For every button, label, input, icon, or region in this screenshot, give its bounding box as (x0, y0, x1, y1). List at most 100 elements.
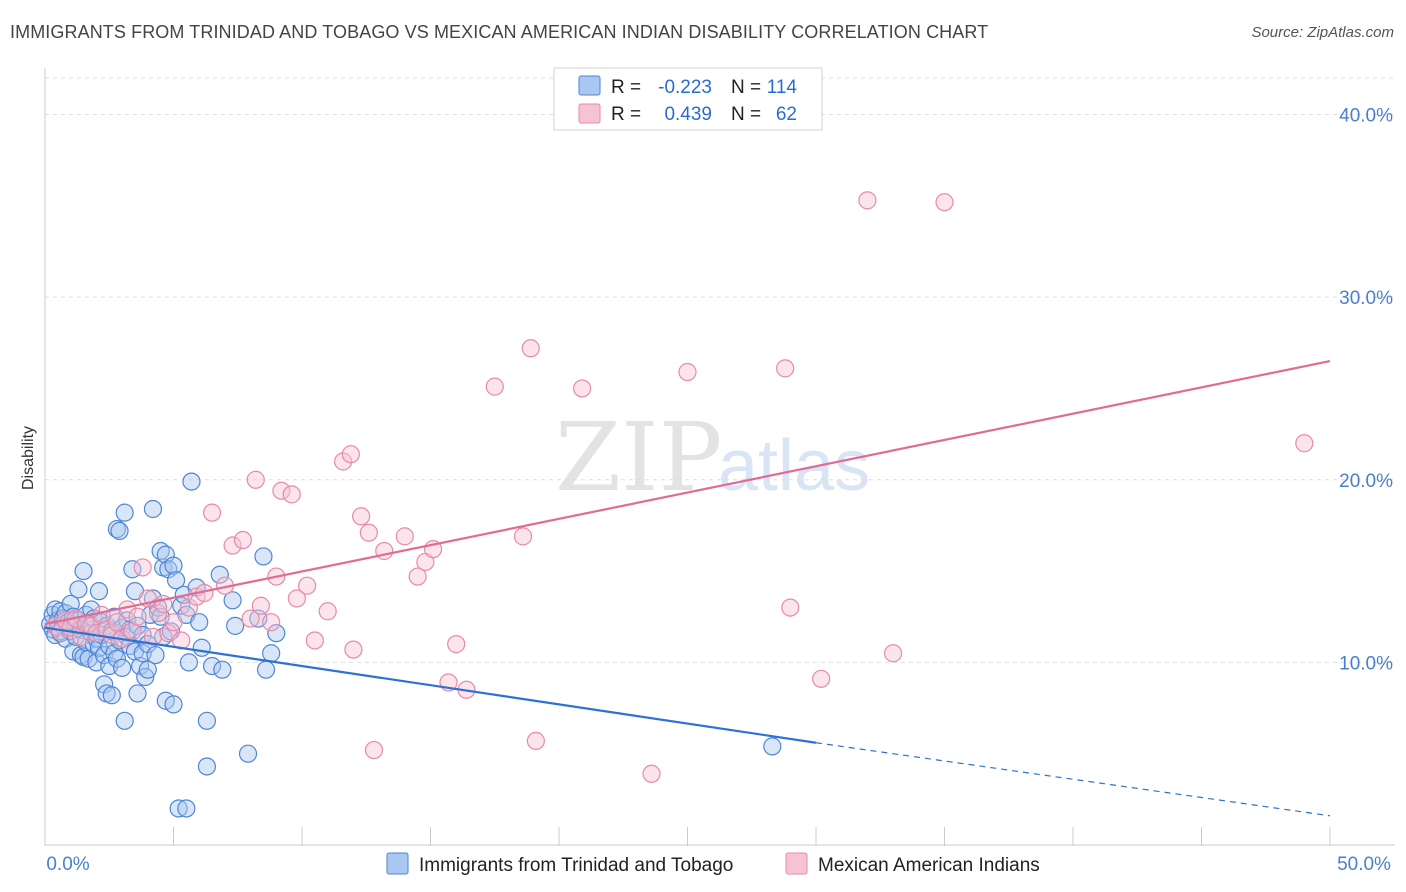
point-trinidad-tobago (110, 521, 129, 540)
point-mexican-american-indian (341, 445, 360, 464)
point-mexican-american-indian (364, 740, 384, 760)
point-trinidad-tobago (202, 656, 222, 676)
source-label: Source: ZipAtlas.com (1251, 24, 1394, 41)
point-trinidad-tobago (190, 613, 209, 632)
point-mexican-american-indian (776, 359, 795, 378)
legend-n-value-2: 62 (776, 104, 797, 125)
point-trinidad-tobago (223, 591, 242, 610)
point-mexican-american-indian (223, 536, 242, 555)
point-mexican-american-indian (107, 613, 127, 632)
point-mexican-american-indian (305, 631, 324, 650)
legend-r-label-1: R = (611, 77, 641, 98)
series-legend-swatch-pink (785, 852, 808, 875)
point-mexican-american-indian (251, 596, 270, 615)
point-trinidad-tobago (74, 561, 93, 581)
x-tick-label: 0.0% (46, 854, 89, 875)
point-trinidad-tobago (112, 658, 132, 677)
series-mexican-american-indian-points (46, 191, 1314, 783)
point-mexican-american-indian (678, 362, 697, 382)
point-trinidad-tobago (192, 638, 211, 657)
point-trinidad-tobago (136, 667, 155, 687)
legend-n-label-2: N = (731, 104, 761, 125)
point-trinidad-tobago (107, 649, 127, 668)
point-trinidad-tobago (238, 744, 258, 763)
point-trinidad-tobago (143, 499, 163, 519)
legend-swatch-pink (578, 103, 601, 124)
point-mexican-american-indian (935, 193, 954, 212)
point-mexican-american-indian (233, 530, 252, 550)
point-mexican-american-indian (781, 598, 800, 617)
series-legend-label-blue: Immigrants from Trinidad and Tobago (419, 855, 733, 876)
point-trinidad-tobago (763, 737, 782, 756)
tick-labels: 10.0% 20.0% 30.0% 40.0% 0.0% 50.0% (46, 106, 1393, 875)
point-mexican-american-indian (1295, 434, 1314, 453)
point-trinidad-tobago (69, 580, 88, 599)
y-tick-label: 30.0% (1339, 288, 1393, 309)
legend-n-label-1: N = (731, 77, 761, 98)
point-mexican-american-indian (408, 567, 427, 586)
series-legend: Immigrants from Trinidad and Tobago Mexi… (386, 852, 1040, 876)
y-axis-label: Disability (20, 426, 37, 490)
point-trinidad-tobago (197, 711, 217, 730)
point-mexican-american-indian (642, 764, 661, 783)
point-mexican-american-indian (262, 613, 281, 632)
point-mexican-american-indian (143, 627, 163, 646)
x-tick-label: 50.0% (1337, 854, 1391, 875)
point-trinidad-tobago (164, 556, 183, 575)
point-mexican-american-indian (287, 589, 306, 608)
point-mexican-american-indian (148, 603, 168, 623)
point-mexican-american-indian (573, 379, 592, 398)
point-trinidad-tobago (107, 519, 127, 539)
point-trinidad-tobago (256, 660, 276, 679)
point-mexican-american-indian (352, 507, 371, 526)
point-mexican-american-indian (858, 191, 877, 210)
stats-legend: R = -0.223 N = 114 R = 0.439 N = 62 (553, 67, 823, 131)
series-legend-label-pink: Mexican American Indians (818, 855, 1040, 876)
point-trinidad-tobago (138, 660, 157, 679)
point-trinidad-tobago (102, 686, 121, 705)
y-tick-label: 40.0% (1339, 106, 1393, 127)
point-mexican-american-indian (246, 470, 265, 489)
point-mexican-american-indian (334, 452, 353, 471)
point-mexican-american-indian (241, 609, 260, 628)
point-trinidad-tobago (128, 616, 147, 635)
watermark-zip: ZIP (555, 403, 722, 513)
axes (44, 68, 1395, 846)
point-trinidad-tobago (210, 565, 229, 584)
legend-n-value-1: 114 (767, 77, 798, 98)
point-mexican-american-indian (883, 644, 903, 663)
point-mexican-american-indian (282, 485, 301, 504)
point-trinidad-tobago (226, 616, 245, 635)
legend-swatch-blue (578, 75, 601, 96)
point-mexican-american-indian (272, 481, 291, 500)
watermark-atlas: atlas (718, 426, 870, 506)
point-trinidad-tobago (197, 757, 217, 776)
point-trinidad-tobago (146, 645, 165, 665)
gridlines (45, 77, 1395, 663)
point-trinidad-tobago (179, 653, 199, 672)
point-trinidad-tobago (166, 571, 186, 590)
point-mexican-american-indian (359, 523, 378, 542)
point-trinidad-tobago (169, 799, 188, 818)
point-mexican-american-indian (513, 527, 533, 546)
point-trinidad-tobago (128, 684, 147, 703)
trend-lines (44, 359, 1331, 817)
legend-r-value-1: -0.223 (658, 77, 712, 98)
point-mexican-american-indian (318, 602, 337, 621)
point-mexican-american-indian (202, 503, 222, 522)
y-tick-label: 10.0% (1339, 653, 1393, 674)
trend-line-trinidad-tobago-extension (815, 742, 1331, 817)
y-tick-label: 20.0% (1339, 471, 1393, 492)
point-trinidad-tobago (115, 711, 134, 730)
point-mexican-american-indian (298, 576, 317, 595)
chart-title: IMMIGRANTS FROM TRINIDAD AND TOBAGO VS M… (10, 22, 989, 42)
point-mexican-american-indian (97, 620, 116, 639)
trend-line-mexican-american-indian (44, 359, 1331, 626)
point-mexican-american-indian (526, 731, 545, 751)
point-mexican-american-indian (447, 635, 466, 654)
point-trinidad-tobago (115, 503, 134, 522)
point-trinidad-tobago (254, 547, 273, 566)
point-mexican-american-indian (812, 669, 831, 688)
point-trinidad-tobago (213, 660, 232, 679)
